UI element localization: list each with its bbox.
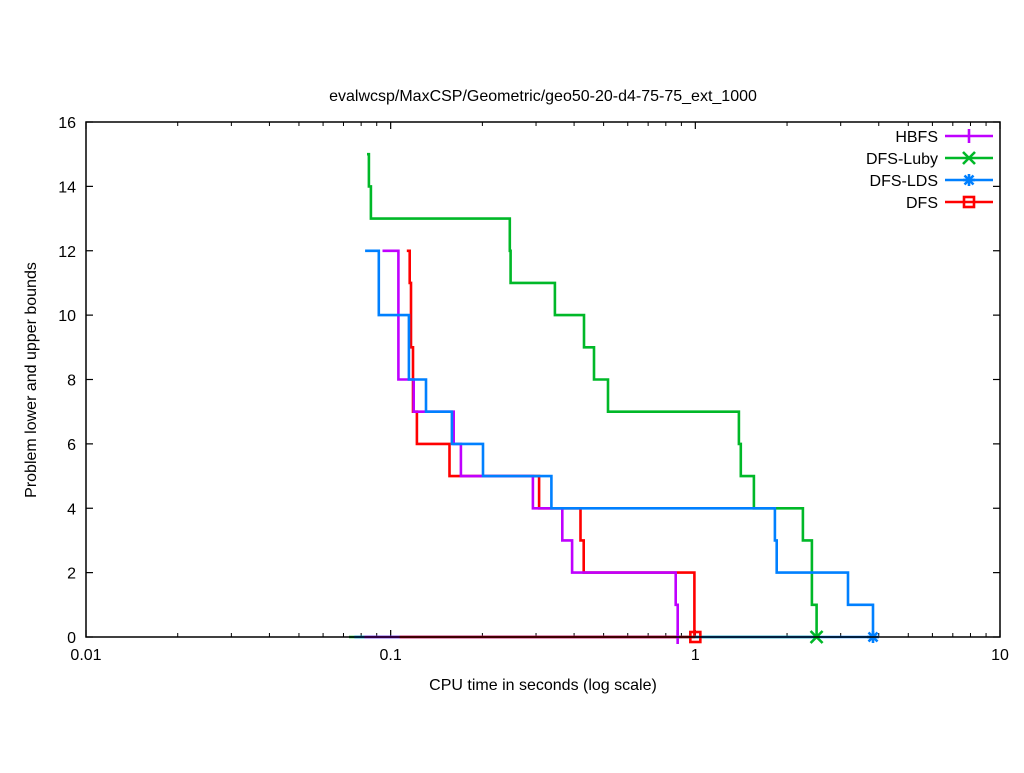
legend-marker-icon-x [962,151,976,165]
y-tick-label: 2 [67,566,76,583]
chart-title: evalwcsp/MaxCSP/Geometric/geo50-20-d4-75… [329,88,757,105]
legend-label-dfs-luby: DFS-Luby [866,151,938,168]
axis-ticks: 0.01 0.1 1 10 0 2 4 6 8 10 12 14 16 [58,115,1009,664]
legend-label-dfs: DFS [906,195,938,212]
legend-marker-icon-star [963,174,975,186]
x-tick-label: 0.1 [380,647,402,664]
upper-bound-curve-dfs-lds [365,249,875,637]
y-tick-label: 10 [58,308,76,325]
y-tick-label: 16 [58,115,76,132]
y-tick-label: 8 [67,373,76,390]
legend: HBFS DFS-Luby DFS-LDS DFS [866,129,993,212]
y-tick-label: 12 [58,244,76,261]
upper-bound-curve-dfs-luby [367,152,818,637]
y-tick-label: 14 [58,179,76,196]
upper-bound-curve-dfs [406,249,696,637]
legend-label-hbfs: HBFS [895,129,938,146]
x-tick-label: 1 [691,647,700,664]
x-tick-label: 10 [991,647,1009,664]
legend-marker-icon-square [962,195,976,209]
x-tick-label: 0.01 [70,647,101,664]
y-axis-label: Problem lower and upper bounds [23,262,40,498]
legend-label-dfs-lds: DFS-LDS [870,173,938,190]
y-tick-label: 0 [67,630,76,647]
x-axis-label: CPU time in seconds (log scale) [429,677,657,694]
plot-border [85,121,1001,638]
y-tick-label: 6 [67,437,76,454]
y-tick-label: 4 [67,501,76,518]
